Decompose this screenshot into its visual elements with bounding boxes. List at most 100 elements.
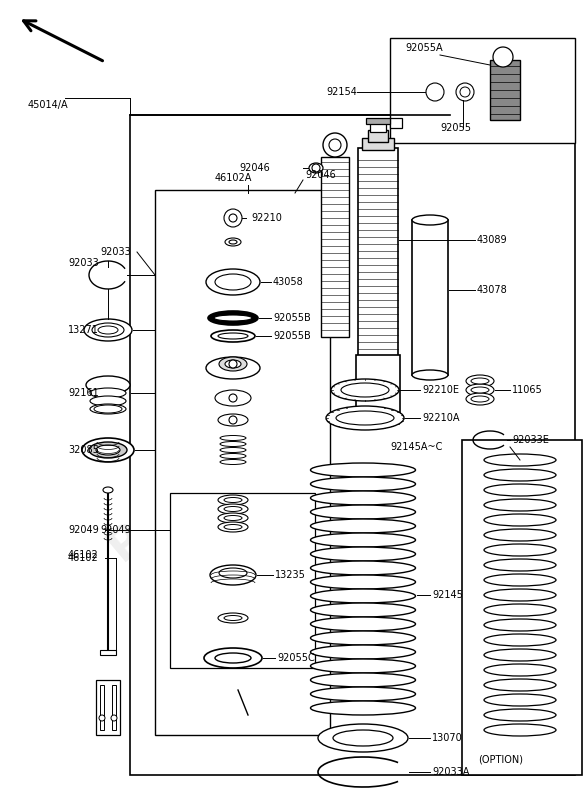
Ellipse shape xyxy=(220,459,246,465)
Bar xyxy=(356,355,400,415)
Ellipse shape xyxy=(224,506,242,511)
Ellipse shape xyxy=(90,388,126,398)
Text: 13271: 13271 xyxy=(68,325,99,335)
Bar xyxy=(362,138,394,150)
Text: 32085: 32085 xyxy=(68,445,99,455)
Text: 46102: 46102 xyxy=(68,550,99,560)
Ellipse shape xyxy=(206,357,260,379)
Text: 43089: 43089 xyxy=(477,235,507,245)
Ellipse shape xyxy=(229,240,237,244)
Circle shape xyxy=(460,87,470,97)
Ellipse shape xyxy=(484,709,556,721)
Text: 92055B: 92055B xyxy=(273,313,310,323)
Ellipse shape xyxy=(215,274,251,290)
Text: 43078: 43078 xyxy=(477,285,508,295)
Ellipse shape xyxy=(211,330,255,342)
Ellipse shape xyxy=(310,561,416,575)
Ellipse shape xyxy=(215,390,251,406)
Ellipse shape xyxy=(484,514,556,526)
Bar xyxy=(390,38,575,143)
Ellipse shape xyxy=(471,378,489,384)
Bar xyxy=(112,685,116,730)
Bar xyxy=(358,148,398,358)
Bar xyxy=(96,680,120,735)
Ellipse shape xyxy=(220,447,246,453)
Text: 92046: 92046 xyxy=(305,170,336,180)
Ellipse shape xyxy=(310,477,416,491)
Ellipse shape xyxy=(218,522,248,532)
Ellipse shape xyxy=(96,445,120,455)
Ellipse shape xyxy=(103,487,113,493)
Ellipse shape xyxy=(218,504,248,514)
Text: 92046: 92046 xyxy=(239,163,270,173)
Ellipse shape xyxy=(310,645,416,659)
Ellipse shape xyxy=(484,499,556,511)
Text: 11065: 11065 xyxy=(512,385,543,395)
Ellipse shape xyxy=(466,375,494,387)
Ellipse shape xyxy=(208,311,258,325)
Ellipse shape xyxy=(204,648,262,668)
Bar xyxy=(170,493,315,668)
Circle shape xyxy=(456,83,474,101)
Ellipse shape xyxy=(309,163,323,173)
Bar xyxy=(130,115,575,775)
Ellipse shape xyxy=(224,525,242,530)
Text: 92049: 92049 xyxy=(68,525,99,535)
Circle shape xyxy=(493,47,513,67)
Ellipse shape xyxy=(94,405,122,413)
Ellipse shape xyxy=(333,730,393,746)
Bar xyxy=(368,130,388,142)
Circle shape xyxy=(329,139,341,151)
Bar xyxy=(412,220,448,375)
Ellipse shape xyxy=(484,694,556,706)
Text: 92055C: 92055C xyxy=(277,653,315,663)
Text: 92055: 92055 xyxy=(440,123,471,133)
Ellipse shape xyxy=(219,357,247,371)
Ellipse shape xyxy=(484,664,556,676)
Circle shape xyxy=(229,416,237,424)
Ellipse shape xyxy=(484,469,556,481)
Ellipse shape xyxy=(484,454,556,466)
Text: 92154: 92154 xyxy=(326,87,357,97)
Ellipse shape xyxy=(220,454,246,458)
Ellipse shape xyxy=(214,315,252,321)
Ellipse shape xyxy=(471,396,489,402)
Circle shape xyxy=(229,214,237,222)
Text: 92049: 92049 xyxy=(100,525,131,535)
Ellipse shape xyxy=(484,604,556,616)
Text: 92055A: 92055A xyxy=(405,43,443,53)
Ellipse shape xyxy=(310,491,416,505)
Ellipse shape xyxy=(218,414,248,426)
Ellipse shape xyxy=(218,613,248,623)
Ellipse shape xyxy=(310,701,416,715)
Bar xyxy=(366,118,390,124)
Circle shape xyxy=(312,164,320,172)
Ellipse shape xyxy=(218,513,248,523)
Ellipse shape xyxy=(310,617,416,631)
Text: 92033: 92033 xyxy=(100,247,131,257)
Text: 45014/A: 45014/A xyxy=(28,100,69,110)
Ellipse shape xyxy=(206,269,260,295)
Text: 92161: 92161 xyxy=(68,388,99,398)
Circle shape xyxy=(111,715,117,721)
Text: 92145A~C: 92145A~C xyxy=(390,442,442,452)
Ellipse shape xyxy=(225,360,241,368)
Ellipse shape xyxy=(310,463,416,477)
Bar xyxy=(462,440,582,775)
Circle shape xyxy=(426,83,444,101)
Ellipse shape xyxy=(84,319,132,341)
Ellipse shape xyxy=(466,384,494,396)
Ellipse shape xyxy=(484,724,556,736)
Bar xyxy=(155,190,330,735)
Ellipse shape xyxy=(341,383,389,397)
Ellipse shape xyxy=(218,333,248,339)
Ellipse shape xyxy=(225,238,241,246)
Ellipse shape xyxy=(82,438,134,462)
Ellipse shape xyxy=(484,484,556,496)
Ellipse shape xyxy=(412,370,448,380)
Circle shape xyxy=(323,133,347,157)
Ellipse shape xyxy=(310,547,416,561)
Circle shape xyxy=(229,360,237,368)
Bar xyxy=(390,118,402,128)
Ellipse shape xyxy=(310,505,416,519)
